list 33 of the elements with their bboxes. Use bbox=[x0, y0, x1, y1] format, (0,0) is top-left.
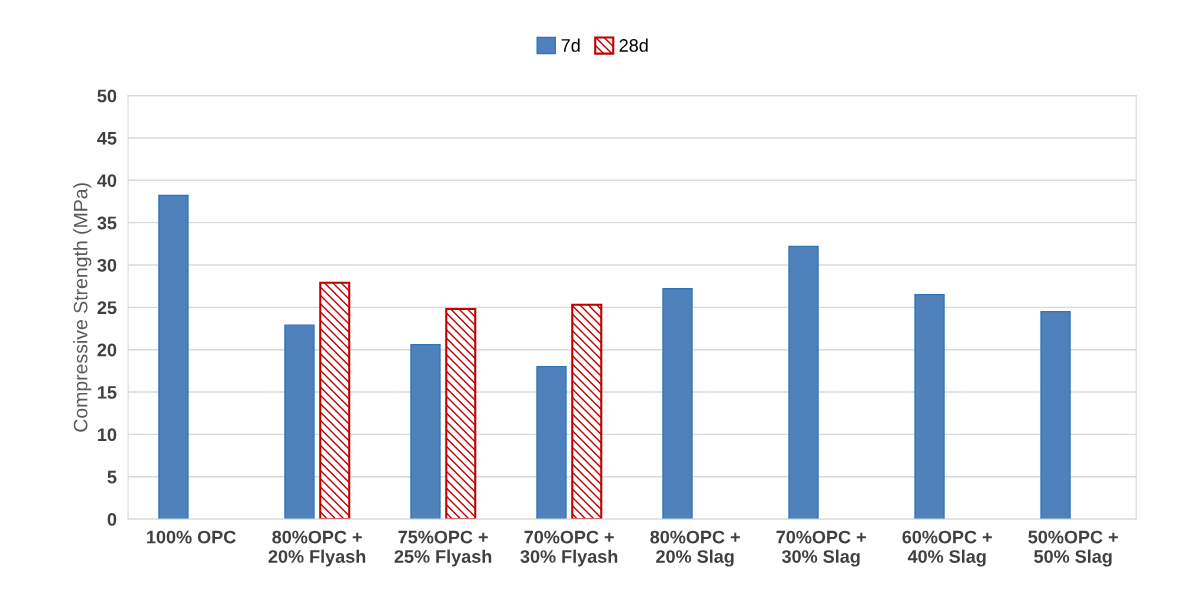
y-tick-label: 15 bbox=[98, 386, 117, 399]
bar bbox=[1040, 310, 1071, 520]
x-tick-label: 70%OPC + 30% Slag bbox=[776, 530, 866, 567]
x-tick-label: 80%OPC + 20% Flyash bbox=[268, 530, 366, 567]
bar bbox=[571, 303, 603, 520]
bar bbox=[536, 365, 567, 520]
y-tick-label: 35 bbox=[97, 216, 117, 230]
x-tick-label: 100% OPC bbox=[147, 530, 236, 544]
y-tick-label: 10 bbox=[98, 428, 117, 442]
x-tick-label: 75%OPC + 25% Flyash bbox=[394, 530, 492, 567]
bar bbox=[319, 281, 351, 520]
legend-label: 28d bbox=[619, 38, 648, 52]
x-tick-label: 80%OPC + 20% Slag bbox=[650, 530, 740, 567]
x-tick-label: 50%OPC + 50% Slag bbox=[1028, 530, 1118, 567]
y-tick-label: 50 bbox=[97, 89, 117, 103]
y-tick-label: 5 bbox=[107, 470, 117, 484]
y-tick-label: 0 bbox=[107, 513, 117, 526]
bar bbox=[445, 307, 477, 520]
y-tick-label: 45 bbox=[97, 132, 117, 145]
y-tick-label: 30 bbox=[97, 258, 117, 272]
x-tick-label: 70%OPC + 30% Flyash bbox=[520, 530, 618, 567]
bar bbox=[662, 288, 693, 520]
y-tick-label: 40 bbox=[97, 174, 117, 188]
y-tick-label: 25 bbox=[97, 301, 117, 315]
bar bbox=[284, 324, 315, 520]
bar bbox=[788, 245, 819, 520]
y-axis-title: Compressive Strength (MPa) bbox=[73, 183, 92, 432]
x-tick-label: 60%OPC + 40% Slag bbox=[902, 530, 992, 567]
bar bbox=[158, 194, 189, 520]
bar bbox=[410, 343, 441, 520]
bar bbox=[914, 293, 945, 520]
legend-label: 7d bbox=[561, 38, 580, 52]
y-tick-label: 20 bbox=[97, 343, 117, 357]
